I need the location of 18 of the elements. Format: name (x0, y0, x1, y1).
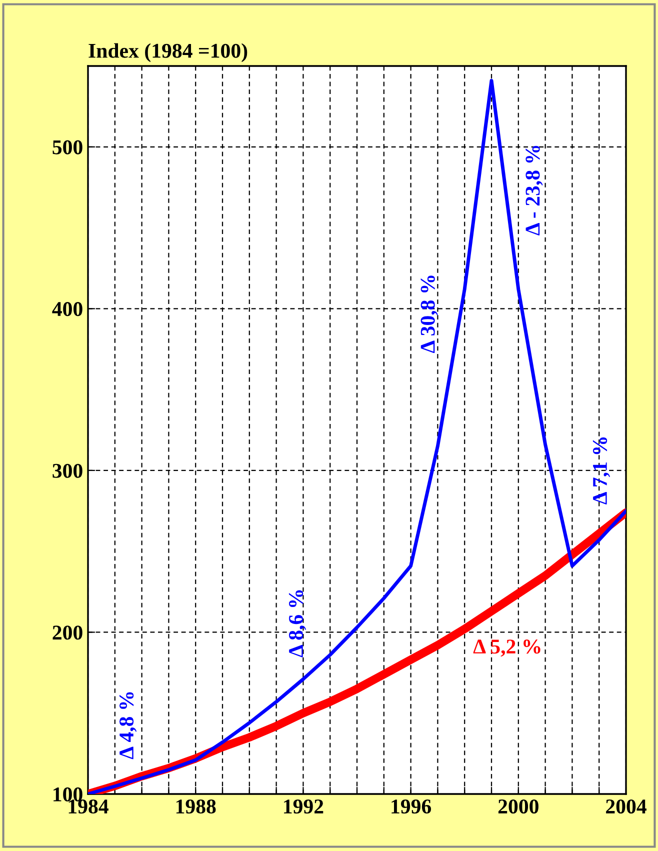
x-tick-label: 1984 (68, 799, 108, 814)
x-tick-label: 2000 (498, 799, 538, 814)
annotation: Δ 30,8 % (420, 276, 438, 354)
y-tick-label: 500 (52, 140, 82, 154)
x-tick-label: 1992 (284, 800, 324, 814)
y-tick-label: 400 (52, 302, 82, 316)
annotation: Δ 8,6 % (288, 590, 306, 658)
chart-title: Index (1984 =100) (88, 43, 248, 62)
annotation: Δ - 23,8 % (526, 146, 543, 236)
x-tick-label: 1996 (392, 800, 432, 814)
y-tick-label: 300 (52, 464, 82, 478)
x-tick-label: 1988 (176, 799, 216, 814)
annotation: Δ 5,2 % (473, 640, 540, 657)
y-tick-label: 200 (52, 626, 82, 640)
annotation: Δ 4,8 % (120, 692, 137, 760)
x-tick-label: 2004 (606, 799, 646, 814)
y-tick-label: 100 (54, 787, 82, 802)
annotation: Δ 7,1 % (592, 437, 610, 504)
